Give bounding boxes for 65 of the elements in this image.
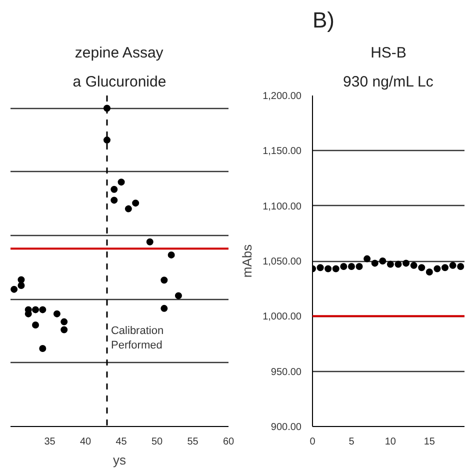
point (18, 282, 25, 289)
point (324, 265, 332, 272)
point (146, 238, 154, 246)
text: B) (312, 8, 334, 32)
y-tick-label: 900.00 (270, 422, 302, 433)
point (174, 292, 182, 300)
point (60, 326, 68, 334)
point (434, 265, 441, 272)
point (332, 265, 340, 272)
point (110, 186, 118, 193)
x-tick-label: 35 (44, 436, 56, 448)
point (356, 263, 363, 270)
point (60, 318, 68, 326)
chart-subtitle: 930 ng/mL Lc (343, 74, 434, 90)
point (386, 260, 394, 268)
point (160, 276, 168, 284)
x-axis-title: ys (113, 452, 126, 468)
x-tick-label: 15 (424, 436, 436, 448)
x-tick-label: 40 (80, 436, 92, 448)
y-axis-title: mAbs (240, 244, 255, 278)
point (449, 262, 456, 269)
point (426, 268, 433, 276)
y-tick-label: 1,100.00 (262, 201, 302, 212)
x-tick-label: 5 (348, 436, 355, 448)
y-tick-label: 1,200.00 (262, 91, 302, 102)
point (18, 276, 25, 284)
point (132, 200, 140, 207)
point (160, 304, 168, 312)
point (340, 263, 348, 270)
point (402, 260, 410, 267)
x-tick-label: 55 (187, 436, 199, 448)
point (410, 262, 418, 269)
point (110, 196, 118, 204)
ref-line-label: Calibration Performed (110, 325, 164, 352)
point (53, 310, 60, 318)
point (348, 263, 355, 270)
point (168, 251, 175, 258)
x-tick-label: 0 (310, 436, 316, 448)
point (10, 286, 18, 293)
point (371, 260, 378, 267)
y-tick-label: 950.00 (270, 366, 302, 378)
x-tick-label: 10 (384, 436, 396, 448)
point (39, 306, 46, 314)
y-tick-label: 1,150.00 (262, 146, 302, 158)
point (316, 264, 324, 272)
point (118, 178, 125, 186)
x-tick-label: 45 (116, 436, 128, 448)
point (418, 264, 426, 272)
point (394, 260, 402, 268)
y-tick-label: 1,050.00 (262, 256, 302, 268)
chart-title: zepine Assay (74, 44, 164, 62)
point (32, 321, 40, 328)
y-tick-label: 1,000.00 (262, 312, 302, 323)
point (379, 258, 386, 264)
chart-title: HS-B (370, 44, 406, 62)
point (442, 264, 449, 272)
point (32, 306, 40, 314)
point (457, 263, 464, 270)
chart-subtitle: a Glucuronide (72, 74, 166, 90)
point (103, 136, 110, 144)
x-tick-label: 50 (151, 436, 164, 448)
point (39, 345, 46, 352)
point (124, 205, 132, 212)
x-tick-label: 60 (222, 436, 234, 448)
point (364, 255, 371, 262)
